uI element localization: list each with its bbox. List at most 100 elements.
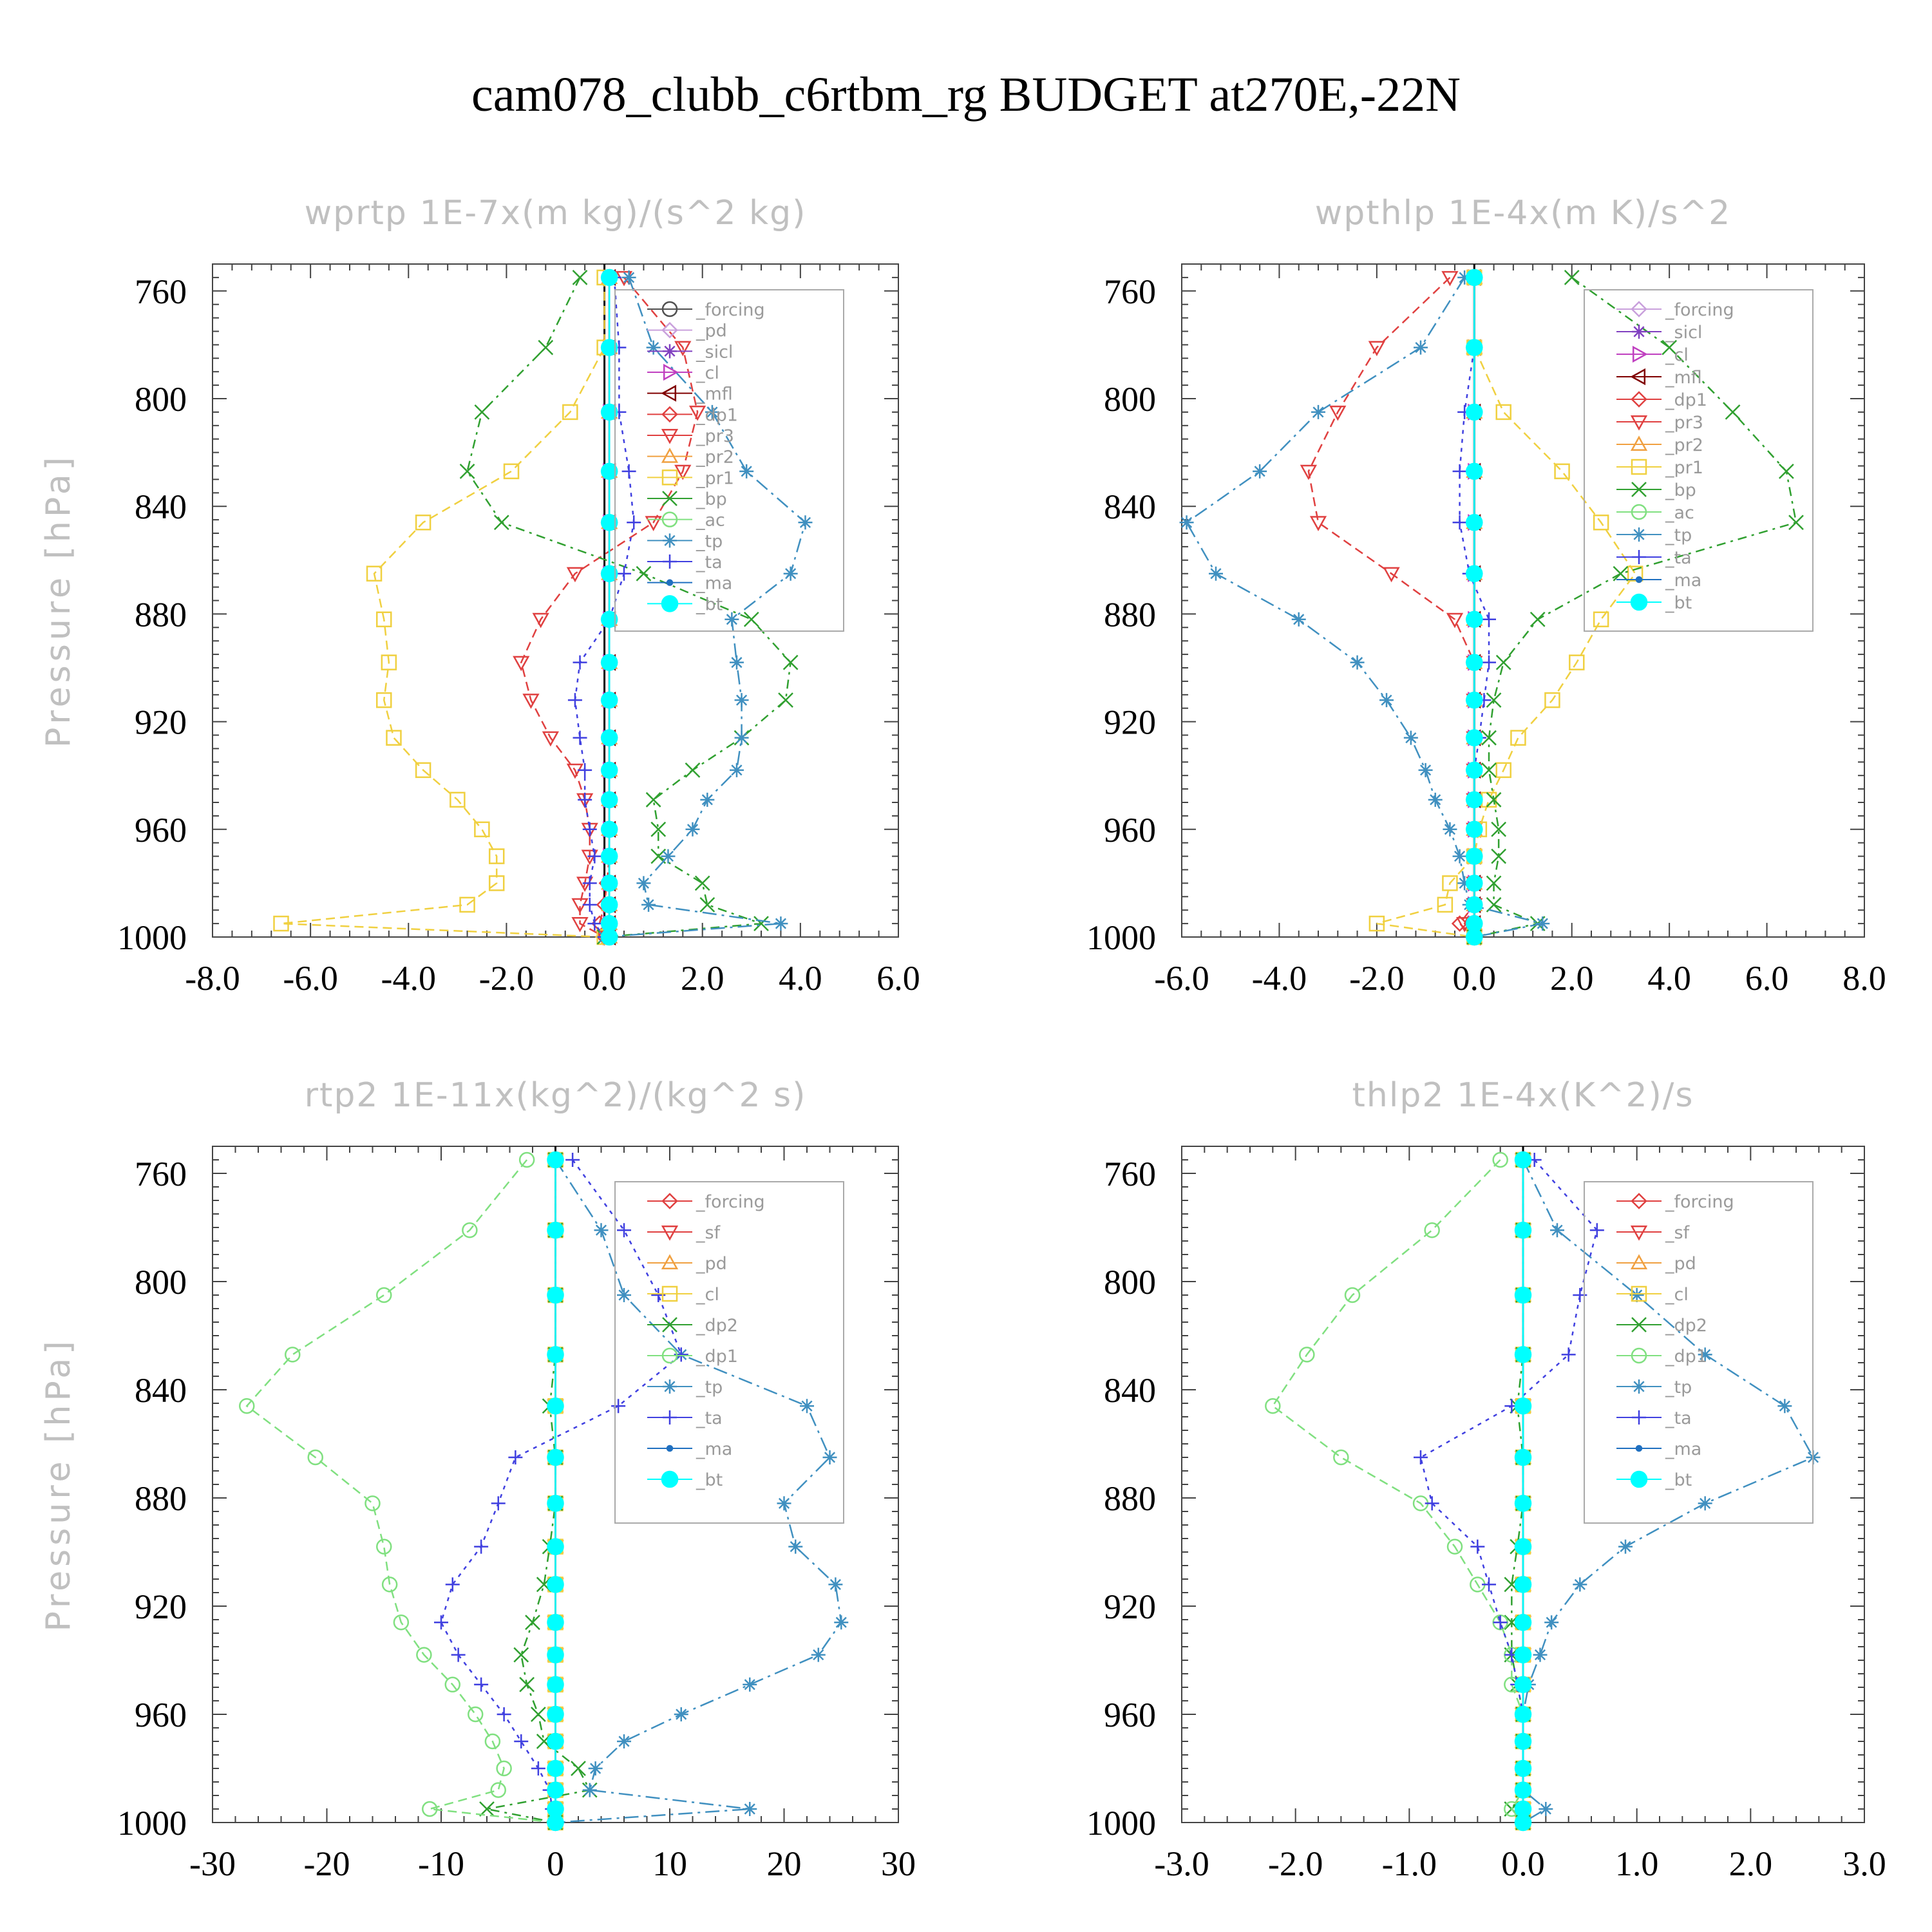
legend-marker <box>1632 1410 1646 1425</box>
data-point <box>474 404 490 420</box>
legend-box <box>614 1181 844 1524</box>
legend-marker <box>1630 435 1648 451</box>
data-point <box>1613 565 1629 582</box>
data-point <box>1466 896 1483 914</box>
panel-2: wpthlp 1E-4x(m K)/s^2 Pressure [hPa] 760 80… <box>39 194 1886 998</box>
data-point <box>1437 896 1454 913</box>
legend-label: _dp1 <box>696 1347 738 1367</box>
legend-label: _pd <box>1665 1254 1696 1274</box>
data-point <box>488 848 505 864</box>
data-point <box>508 1450 523 1464</box>
data-point <box>1424 1222 1440 1238</box>
series-line <box>1376 277 1636 938</box>
data-point <box>532 612 549 629</box>
data-point <box>600 691 618 709</box>
legend-marker <box>661 406 678 423</box>
data-point <box>685 822 700 837</box>
data-point <box>503 463 520 480</box>
data-point <box>1466 611 1483 629</box>
legend-marker <box>1631 1347 1647 1364</box>
legend-marker <box>661 321 678 339</box>
data-point <box>1514 1286 1532 1304</box>
x-tick-label: 20 <box>767 1844 802 1883</box>
legend-marker <box>1630 1225 1648 1241</box>
data-point <box>1446 612 1464 629</box>
legend-label: _forcing <box>696 300 765 320</box>
x-tick-label: -10 <box>418 1844 464 1883</box>
data-point <box>474 1539 489 1554</box>
data-point <box>307 1449 323 1466</box>
data-point <box>777 1496 791 1511</box>
data-point <box>600 928 618 946</box>
data-point <box>627 515 641 530</box>
data-point <box>582 897 597 912</box>
data-point <box>547 1814 564 1832</box>
x-tick-label: -2.0 <box>1349 959 1404 998</box>
x-tick-label: 4.0 <box>779 959 822 998</box>
figure-title: cam078_clubb_c6rtbm_rg BUDGET at270E,-22… <box>471 68 1461 122</box>
data-point <box>1482 655 1496 670</box>
data-point <box>700 792 715 807</box>
data-point <box>1514 1576 1532 1593</box>
data-point <box>1481 762 1497 778</box>
data-point <box>547 1221 564 1239</box>
data-point <box>462 1222 478 1238</box>
legend-marker <box>661 1470 679 1488</box>
data-point <box>547 1448 564 1466</box>
data-point <box>1514 1646 1532 1663</box>
data-point <box>621 464 636 478</box>
panel-3: rtp2 1E-11x(kg^2)/(kg^2 s) Pressure [hPa]… <box>39 1076 916 1883</box>
data-point <box>1309 516 1327 531</box>
data-point <box>1344 1287 1361 1303</box>
data-point <box>773 916 788 931</box>
y-tick-label: 880 <box>1104 595 1156 634</box>
y-tick-label: 1000 <box>117 1804 187 1842</box>
x-tick-label: 8.0 <box>1842 959 1886 998</box>
data-point <box>1514 1346 1532 1363</box>
data-point <box>1495 404 1511 421</box>
data-point <box>1443 822 1457 837</box>
data-point <box>1457 270 1472 285</box>
y-tick-label: 960 <box>135 811 187 849</box>
data-point <box>1383 567 1400 583</box>
legend-marker <box>661 384 677 402</box>
data-point <box>600 403 618 421</box>
data-point <box>1491 848 1507 864</box>
data-point <box>1418 762 1433 777</box>
data-point <box>600 462 618 480</box>
x-tick-label: -30 <box>189 1844 236 1883</box>
data-point <box>600 761 618 779</box>
data-point <box>1514 1495 1532 1512</box>
panel-title: thlp2 1E-4x(K^2)/s <box>1352 1076 1694 1115</box>
data-point <box>1466 654 1483 671</box>
data-point <box>415 762 431 779</box>
legend-label: _ta <box>1665 548 1692 568</box>
data-point <box>422 1801 438 1817</box>
data-point <box>393 1614 410 1631</box>
legend-label: _ac <box>1665 503 1694 523</box>
legend-label: _sf <box>1665 1223 1690 1243</box>
series-line <box>520 277 699 938</box>
data-point <box>1550 1223 1564 1238</box>
data-point <box>685 762 701 778</box>
legend-label: _ta <box>696 1408 723 1428</box>
legend: _forcing _sf _pd _cl _dp2 _dp1 _tp _ta _ma _bt <box>1584 1181 1814 1524</box>
legend-marker <box>1631 1193 1647 1209</box>
data-point <box>496 1760 512 1777</box>
data-point <box>582 1783 597 1797</box>
data-point <box>1495 654 1511 670</box>
legend-box <box>1584 289 1814 632</box>
data-point <box>1209 566 1223 581</box>
data-point <box>1486 875 1502 891</box>
data-point <box>636 565 652 582</box>
data-point <box>1618 1539 1633 1554</box>
y-tick-label: 840 <box>135 488 187 526</box>
data-point <box>1698 1496 1712 1511</box>
series-line <box>554 1159 842 1824</box>
data-point <box>1486 791 1502 808</box>
data-point <box>1379 693 1394 708</box>
legend-label: _tp <box>1665 526 1692 545</box>
legend-marker <box>663 363 679 381</box>
data-point <box>1329 405 1347 421</box>
panels: wprtp 1E-7x(m kg)/(s^2 kg) Pressure [hPa]… <box>39 194 1886 1883</box>
